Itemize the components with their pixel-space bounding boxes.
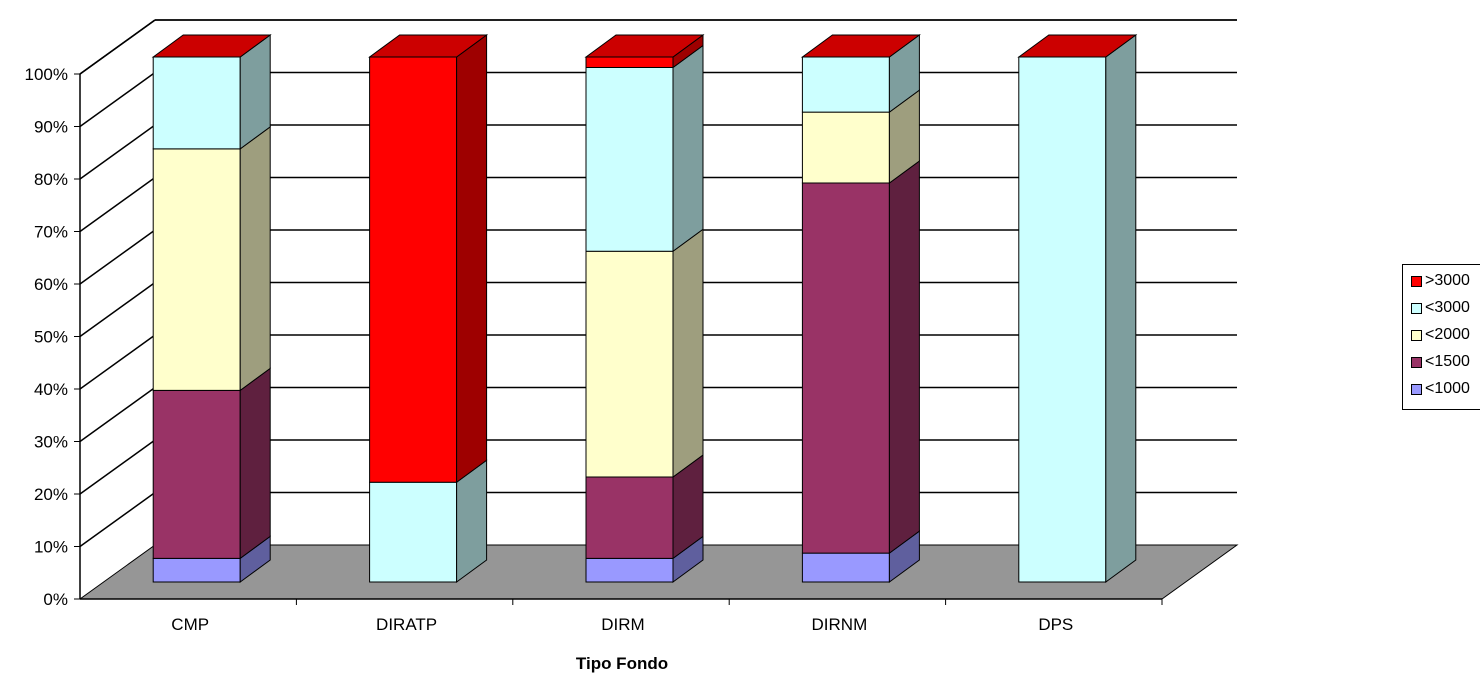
bar-stack-diratp bbox=[368, 34, 489, 583]
bar-cmp-series-0-front bbox=[152, 557, 241, 583]
legend-label: <2000 bbox=[1425, 326, 1470, 343]
bar-stack-cmp bbox=[151, 34, 272, 583]
y-tick-label: 60% bbox=[34, 275, 68, 294]
x-axis-title: Tipo Fondo bbox=[576, 654, 668, 673]
bar-diratp-series-4-side bbox=[456, 34, 488, 484]
legend-swatch bbox=[1411, 302, 1422, 314]
bar-cmp-series-1-side bbox=[239, 367, 271, 560]
bar-dirm-top bbox=[584, 34, 705, 58]
y-tick-label: 50% bbox=[34, 328, 68, 347]
bar-cmp-top bbox=[151, 34, 272, 58]
bars bbox=[151, 34, 1138, 583]
bar-dirm-series-0-front bbox=[585, 557, 674, 583]
gridline-side bbox=[79, 176, 156, 233]
y-tick-label: 40% bbox=[34, 380, 68, 399]
x-axis-ticks: CMP DIRATP DIRM DIRNM DPS bbox=[171, 599, 1163, 634]
bar-dirnm-series-1-front bbox=[801, 182, 890, 554]
y-tick-label: 100% bbox=[25, 65, 68, 84]
legend-swatch bbox=[1411, 383, 1422, 395]
bar-cmp-series-2-side bbox=[239, 125, 271, 392]
legend-item: <2000 bbox=[1411, 325, 1470, 345]
legend-label: >3000 bbox=[1425, 272, 1470, 289]
legend-item: <3000 bbox=[1411, 298, 1470, 318]
bar-stack-dps bbox=[1017, 34, 1138, 583]
gridline-side bbox=[79, 439, 156, 495]
legend-label: <1500 bbox=[1425, 353, 1470, 370]
bar-dirnm-series-3-front bbox=[801, 56, 890, 113]
bar-dirnm-series-2-front bbox=[801, 111, 890, 184]
y-tick-label: 80% bbox=[34, 170, 68, 189]
y-tick-label: 70% bbox=[34, 223, 68, 242]
bar-diratp-top bbox=[368, 34, 489, 58]
bar-stack-dirm bbox=[584, 34, 705, 583]
legend: >3000 <3000 <2000 <1500 <1000 bbox=[1402, 264, 1480, 410]
y-tick-label: 10% bbox=[34, 538, 68, 557]
bar-dirm-series-3-front bbox=[585, 67, 674, 252]
bar-dps-series-3-front bbox=[1018, 56, 1107, 583]
bar-dps-top bbox=[1017, 34, 1138, 58]
x-tick-label: DIRATP bbox=[376, 615, 437, 634]
legend-label: <1000 bbox=[1425, 380, 1470, 397]
bar-diratp-series-3-front bbox=[369, 481, 458, 583]
gridline-side bbox=[79, 281, 156, 338]
bar-dirm-series-2-front bbox=[585, 250, 674, 478]
bar-dps-series-3-side bbox=[1105, 34, 1137, 583]
gridline-side bbox=[79, 19, 156, 75]
x-tick-label: DPS bbox=[1038, 615, 1073, 634]
bar-dirm-series-3-side bbox=[672, 44, 704, 253]
y-tick-label: 0% bbox=[43, 590, 68, 609]
gridline-side bbox=[79, 334, 156, 390]
bar-stack-dirnm bbox=[800, 34, 921, 583]
gridline-side bbox=[79, 386, 156, 443]
legend-item: <1500 bbox=[1411, 352, 1470, 372]
gridline-side bbox=[79, 124, 156, 180]
x-tick-label: DIRM bbox=[601, 615, 644, 634]
legend-label: <3000 bbox=[1425, 299, 1470, 316]
bar-cmp-series-1-front bbox=[152, 389, 241, 559]
bar-dirnm-top bbox=[800, 34, 921, 58]
gridline-side bbox=[79, 491, 156, 548]
gridline-side bbox=[79, 229, 156, 285]
legend-swatch bbox=[1411, 356, 1422, 368]
bar-dirm-series-2-side bbox=[672, 228, 704, 478]
bar-dirnm-series-1-side bbox=[888, 160, 920, 555]
bar-diratp-series-4-front bbox=[369, 56, 458, 483]
legend-swatch bbox=[1411, 275, 1422, 287]
y-tick-label: 90% bbox=[34, 118, 68, 137]
x-tick-label: DIRNM bbox=[812, 615, 868, 634]
bar-cmp-series-2-front bbox=[152, 148, 241, 391]
y-tick-label: 30% bbox=[34, 433, 68, 452]
bar-dirm-series-4-front bbox=[585, 56, 674, 68]
legend-item: >3000 bbox=[1411, 271, 1470, 291]
bar-cmp-series-3-front bbox=[152, 56, 241, 150]
legend-item: <1000 bbox=[1411, 379, 1470, 399]
legend-swatch bbox=[1411, 329, 1422, 341]
bar-dirm-series-1-front bbox=[585, 476, 674, 559]
gridline-side bbox=[79, 71, 156, 128]
x-tick-label: CMP bbox=[171, 615, 209, 634]
y-tick-label: 20% bbox=[34, 485, 68, 504]
bar-dirnm-series-0-front bbox=[801, 552, 890, 583]
y-axis-ticks: 0% 10% 20% 30% 40% 50% 60% 70% 80% 90% 100% bbox=[25, 65, 80, 609]
